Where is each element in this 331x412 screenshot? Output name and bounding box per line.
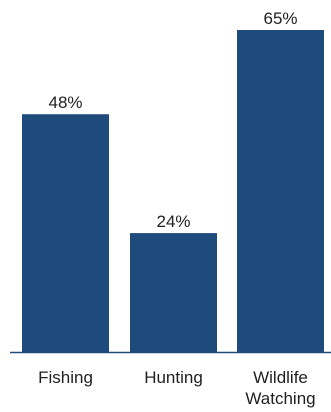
category-label-line: Wildlife [253, 368, 308, 387]
category-labels-group: Fishing Hunting Wildlife Watching [38, 368, 316, 408]
bar-fishing [22, 114, 109, 352]
category-label-line: Hunting [144, 368, 203, 387]
data-label-hunting: 24% [156, 212, 190, 231]
category-label-line: Watching [245, 389, 315, 408]
data-label-fishing: 48% [48, 93, 82, 112]
data-labels-group: 48% 24% 65% [48, 9, 297, 231]
bar-hunting [130, 233, 217, 352]
category-label-fishing: Fishing [38, 368, 93, 387]
bars-group [22, 30, 324, 352]
category-label-wildlife-watching: Wildlife Watching [245, 368, 315, 408]
category-label-line: Fishing [38, 368, 93, 387]
data-label-wildlife-watching: 65% [263, 9, 297, 28]
category-label-hunting: Hunting [144, 368, 203, 387]
bar-wildlife-watching [237, 30, 324, 352]
